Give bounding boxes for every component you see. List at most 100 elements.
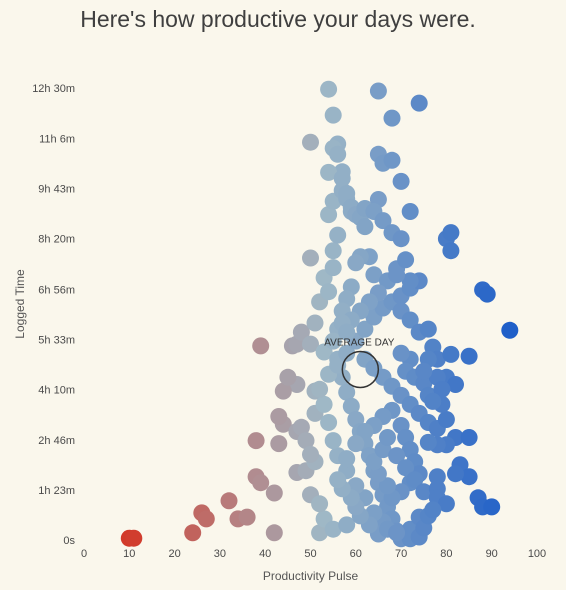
data-point [320, 163, 338, 181]
x-tick-label: 40 [259, 548, 271, 560]
data-point [419, 320, 437, 338]
y-tick-label: 0s [63, 535, 75, 547]
data-point [424, 392, 442, 410]
x-tick-label: 50 [304, 548, 316, 560]
data-point [383, 151, 401, 169]
x-tick-label: 0 [81, 548, 87, 560]
x-tick-label: 10 [123, 548, 135, 560]
data-point [302, 445, 319, 463]
x-tick-label: 20 [168, 548, 180, 560]
y-tick-label: 11h 6m [39, 134, 75, 146]
data-point [442, 242, 460, 260]
average-day-label: AVERAGE DAY [324, 337, 395, 348]
y-tick-label: 12h 30m [32, 83, 75, 95]
data-point [311, 380, 329, 398]
y-tick-label: 9h 43m [38, 184, 75, 196]
data-point [447, 376, 464, 393]
data-point [324, 432, 342, 450]
data-point [347, 254, 365, 272]
data-point [247, 432, 265, 450]
data-point [356, 218, 374, 236]
data-point [306, 314, 324, 332]
x-tick-label: 90 [486, 548, 498, 560]
x-tick-label: 100 [528, 548, 546, 560]
data-point [320, 206, 338, 224]
data-point [342, 397, 360, 415]
data-point [338, 516, 356, 534]
data-point [379, 477, 396, 495]
data-point [324, 106, 342, 124]
data-point [392, 230, 410, 248]
data-point [238, 508, 256, 526]
data-point [315, 395, 333, 413]
data-point [460, 429, 478, 446]
data-point [424, 501, 442, 519]
data-point [329, 145, 347, 163]
data-point [333, 169, 351, 187]
data-point [320, 414, 338, 431]
data-point [197, 510, 215, 528]
data-point [302, 249, 319, 267]
data-point [392, 172, 410, 190]
data-point [302, 335, 319, 353]
data-point [324, 259, 342, 277]
data-point [388, 447, 406, 465]
data-point [406, 471, 424, 489]
data-point [442, 224, 460, 242]
data-point [415, 483, 433, 501]
data-point [379, 429, 396, 446]
data-point [401, 203, 419, 220]
data-point [320, 80, 338, 98]
data-point [483, 498, 501, 516]
data-point [365, 453, 383, 471]
data-point [401, 311, 419, 329]
data-point [447, 465, 464, 483]
data-point [338, 344, 356, 362]
x-tick-label: 60 [350, 548, 362, 560]
data-point [501, 321, 519, 339]
y-tick-label: 1h 23m [38, 485, 75, 497]
data-point [270, 435, 288, 453]
data-point [270, 408, 288, 425]
data-point [279, 368, 297, 386]
data-point [428, 468, 446, 486]
data-point [356, 320, 374, 338]
data-point [369, 82, 387, 100]
data-point [184, 524, 202, 542]
x-tick-label: 80 [440, 548, 452, 560]
y-axis-ticks: 0s 1h 23m 2h 46m 4h 10m 5h 33m 6h 56m 8h 20m 9h… [32, 83, 75, 547]
data-point [388, 524, 406, 542]
data-point [442, 345, 460, 363]
data-point [460, 468, 478, 486]
data-point [397, 251, 415, 269]
data-point [324, 332, 342, 350]
data-point [397, 459, 415, 477]
data-point [460, 347, 478, 365]
y-tick-label: 4h 10m [38, 384, 75, 396]
y-tick-label: 6h 56m [38, 284, 75, 296]
data-point [338, 383, 356, 401]
x-tick-label: 70 [395, 548, 407, 560]
data-point [324, 242, 342, 260]
points-layer [120, 80, 519, 548]
data-point [419, 433, 437, 451]
data-point [324, 520, 342, 538]
data-point [365, 266, 383, 284]
data-point [320, 283, 338, 301]
data-point [329, 226, 347, 244]
y-axis-label: Logged Time [13, 269, 27, 339]
data-point [401, 272, 419, 290]
x-axis-label: Productivity Pulse [263, 569, 359, 583]
data-point [478, 285, 496, 303]
data-point [338, 323, 356, 341]
data-point [311, 524, 329, 542]
data-point [311, 495, 329, 513]
data-point [388, 266, 406, 284]
data-point [383, 109, 401, 127]
data-point [437, 411, 455, 428]
y-tick-label: 5h 33m [38, 334, 75, 346]
data-point [302, 133, 319, 151]
average-day-marker [341, 350, 380, 389]
chart-title: Here's how productive your days were. [80, 6, 476, 32]
data-point [410, 94, 428, 112]
